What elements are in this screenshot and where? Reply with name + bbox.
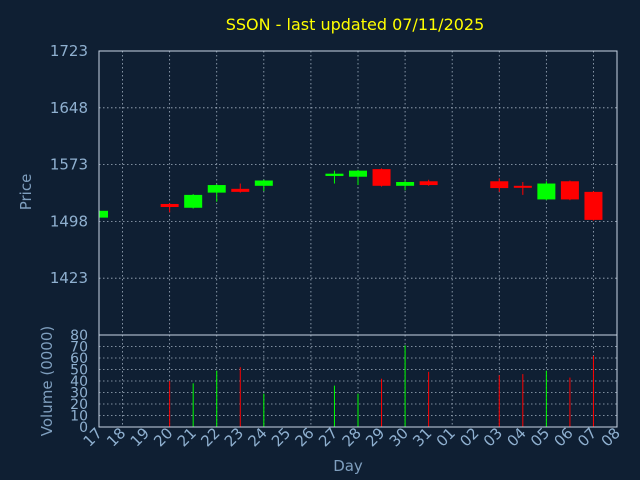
x-tick-label: 01 (433, 424, 459, 450)
candle (396, 180, 415, 191)
candle (207, 184, 226, 202)
volume-tick-label: 30 (70, 386, 88, 402)
x-tick-label: 06 (551, 424, 577, 450)
candle (584, 191, 603, 221)
x-tick-label: 29 (362, 424, 388, 450)
candle-body (254, 180, 273, 186)
x-tick-label: 19 (127, 424, 153, 450)
x-tick-label: 25 (268, 424, 294, 450)
volume-tick-label: 20 (70, 397, 88, 413)
x-tick-label: 27 (315, 424, 341, 450)
x-tick-label: 03 (480, 424, 506, 450)
candle-body (560, 181, 579, 200)
candle-body (584, 191, 603, 220)
candle-body (325, 173, 344, 176)
price-tick-label: 1573 (50, 156, 88, 174)
x-tick-label: 18 (103, 424, 129, 450)
candle-body (490, 181, 509, 189)
volume-axis-label: Volume (0000) (38, 326, 56, 436)
candle-body (372, 169, 391, 186)
candle-body (231, 188, 250, 192)
price-tick-labels: 1423 1498 1573 1648 1723 (50, 42, 88, 287)
candle-body (513, 185, 532, 188)
candle-body (396, 182, 415, 186)
candle-body (207, 185, 226, 193)
candle-body (184, 194, 203, 208)
x-tick-label: 23 (221, 424, 247, 450)
x-tick-label: 20 (150, 424, 176, 450)
price-gridlines (99, 50, 617, 335)
x-tick-label: 28 (339, 424, 365, 450)
chart-title: SSON - last updated 07/11/2025 (226, 15, 485, 34)
candle-body (537, 183, 556, 200)
candle (560, 180, 579, 201)
volume-tick-label: 40 (70, 374, 88, 390)
x-tick-label: 02 (456, 424, 482, 450)
volume-bars (169, 345, 594, 427)
volume-tick-label: 0 (79, 420, 88, 436)
candle-body (160, 203, 179, 208)
x-tick-label: 26 (292, 424, 318, 450)
candle (349, 169, 367, 186)
y-axis-label: Price (17, 174, 35, 211)
price-tick-label: 1498 (50, 212, 88, 230)
price-tick-label: 1648 (50, 99, 88, 117)
candle (537, 181, 556, 201)
price-tick-label: 1423 (50, 269, 88, 287)
x-tick-label: 31 (409, 424, 435, 450)
x-tick-label: 22 (197, 424, 223, 450)
x-tick-label: 21 (174, 424, 200, 450)
candle (325, 170, 344, 184)
price-tick-label: 1723 (50, 42, 88, 60)
x-axis-label: Day (333, 457, 363, 475)
x-tick-label: 05 (527, 424, 553, 450)
candle (231, 183, 250, 193)
x-tick-label: 24 (244, 424, 270, 450)
candle-body (349, 170, 367, 177)
volume-tick-label: 10 (70, 409, 88, 425)
volume-tick-label: 60 (70, 351, 88, 367)
candle-body (99, 210, 108, 218)
candle (513, 182, 532, 195)
candles (98, 168, 603, 221)
price-panel: 1423 1498 1573 1648 1723 (50, 42, 618, 336)
candle (160, 203, 179, 213)
candle (184, 194, 203, 209)
volume-tick-label: 50 (70, 363, 88, 379)
volume-tick-label: 70 (70, 340, 88, 356)
candle-body (419, 181, 438, 186)
volume-tick-label: 80 (70, 328, 88, 344)
x-tick-label: 08 (598, 424, 624, 450)
candle (419, 179, 438, 186)
x-tick-label: 04 (503, 424, 529, 450)
volume-frame (98, 334, 618, 428)
candle (372, 168, 391, 187)
x-tick-label: 07 (574, 424, 600, 450)
candle (490, 178, 509, 192)
candle (98, 210, 108, 219)
candle (254, 179, 273, 192)
x-tick-labels: 1718192021222324252627282930310102030405… (80, 424, 624, 450)
x-tick-label: 30 (386, 424, 412, 450)
